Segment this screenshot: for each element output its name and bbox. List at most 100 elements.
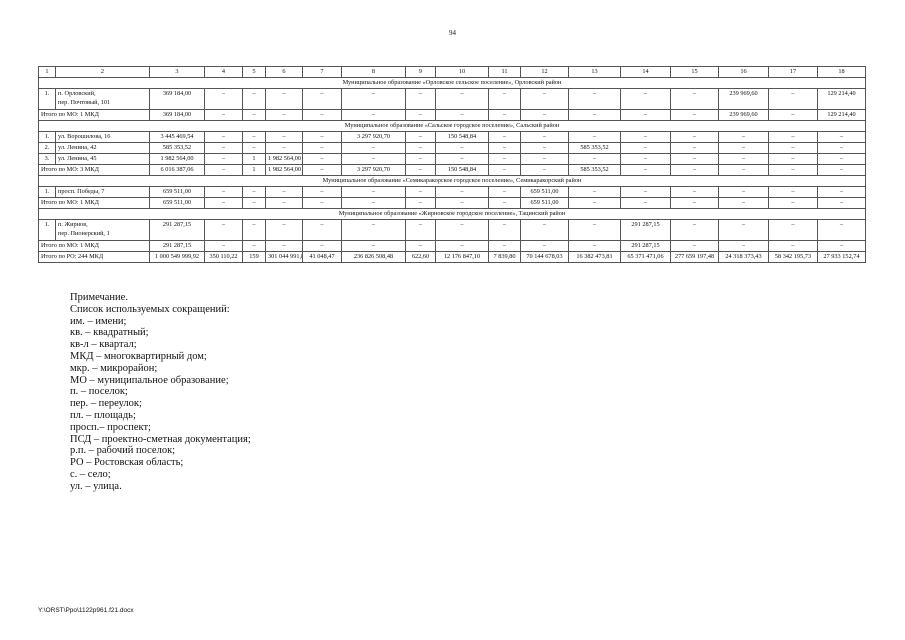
table-cell: – bbox=[242, 109, 266, 121]
table-cell: 2. bbox=[38, 142, 56, 154]
table-cell: – bbox=[768, 186, 818, 198]
table-cell: – bbox=[620, 153, 671, 165]
table-cell: – bbox=[620, 186, 671, 198]
table-cell: – bbox=[435, 186, 489, 198]
table-cell: 159 bbox=[242, 251, 266, 263]
table-cell: – bbox=[768, 240, 818, 252]
table-cell: – bbox=[670, 153, 719, 165]
section-title-row: Муниципальное образование «Жирновское го… bbox=[38, 208, 866, 220]
table-cell: 13 bbox=[568, 66, 621, 78]
table-cell: – bbox=[405, 186, 436, 198]
note-line: РО – Ростовская область; bbox=[70, 457, 184, 469]
table-cell: 277 659 197,48 bbox=[670, 251, 719, 263]
note-line: им. – имени; bbox=[70, 315, 127, 327]
table-cell: – bbox=[302, 197, 342, 209]
table-cell: – bbox=[302, 142, 342, 154]
table-cell: 11 bbox=[488, 66, 521, 78]
table-cell: – bbox=[435, 142, 489, 154]
table-cell: – bbox=[488, 153, 521, 165]
table-cell: 7 bbox=[302, 66, 342, 78]
table-cell: – bbox=[670, 142, 719, 154]
table-cell: – bbox=[488, 197, 521, 209]
table-cell: – bbox=[242, 186, 266, 198]
table-cell: – bbox=[670, 197, 719, 209]
table-cell: – bbox=[405, 142, 436, 154]
table-row: 1. п. Жирнов, пер. Пионерский, 1 291 287,1… bbox=[38, 219, 866, 241]
table-cell: – bbox=[620, 142, 671, 154]
address-cell: ул. Ворошилова, 16 bbox=[55, 131, 150, 143]
table-cell: 150 548,84 bbox=[435, 164, 489, 176]
table-cell: 41 048,47 bbox=[302, 251, 342, 263]
address-cell: п. Жирнов, пер. Пионерский, 1 bbox=[55, 219, 150, 241]
table-cell: – bbox=[204, 142, 243, 154]
table-cell: – bbox=[520, 240, 569, 252]
table-cell: – bbox=[718, 186, 769, 198]
table-cell: – bbox=[817, 164, 866, 176]
table-cell: – bbox=[204, 186, 243, 198]
subtotal-label: Итого по МО: 1 МКД bbox=[38, 197, 150, 209]
table-cell: – bbox=[520, 142, 569, 154]
table-cell: 350 110,22 bbox=[204, 251, 243, 263]
table-cell: – bbox=[488, 142, 521, 154]
table-cell: 16 382 473,81 bbox=[568, 251, 621, 263]
table-cell: – bbox=[405, 197, 436, 209]
note-line: кв. – квадратный; bbox=[70, 327, 149, 339]
table-cell: 585 353,52 bbox=[568, 164, 621, 176]
table-cell: – bbox=[204, 240, 243, 252]
table-cell: – bbox=[718, 219, 769, 241]
table-cell: 24 318 373,43 bbox=[718, 251, 769, 263]
table-cell: – bbox=[817, 219, 866, 241]
table-cell: – bbox=[718, 240, 769, 252]
table-cell: – bbox=[242, 142, 266, 154]
table-cell: 129 214,40 bbox=[817, 109, 866, 121]
table-cell: – bbox=[768, 153, 818, 165]
table-cell: 3 445 469,54 bbox=[149, 131, 205, 143]
note-line: ул. – улица. bbox=[70, 480, 122, 492]
note-line: р.п. – рабочий поселок; bbox=[70, 445, 176, 457]
section-title-row: Муниципальное образование «Сальское горо… bbox=[38, 120, 866, 132]
subtotal-row: Итого по МО: 1 МКД 659 511,00– – – – – – – –659 … bbox=[38, 197, 866, 209]
table-cell: – bbox=[302, 164, 342, 176]
table-cell: 236 826 508,48 bbox=[341, 251, 406, 263]
table-cell: – bbox=[265, 186, 303, 198]
subtotal-label: Итого по МО: 1 МКД bbox=[38, 240, 150, 252]
table-cell: 3. bbox=[38, 153, 56, 165]
table-cell: 3 297 920,70 bbox=[341, 131, 406, 143]
page-number: 94 bbox=[449, 29, 456, 37]
table-cell: – bbox=[302, 109, 342, 121]
table-cell: 291 287,15 bbox=[149, 219, 205, 241]
table-cell: 27 933 152,74 bbox=[817, 251, 866, 263]
table-cell: – bbox=[204, 219, 243, 241]
table-cell: 301 044 991,84 bbox=[265, 251, 303, 263]
table-cell: – bbox=[520, 153, 569, 165]
table-cell: – bbox=[242, 88, 266, 110]
table-cell: – bbox=[568, 109, 621, 121]
table-cell: – bbox=[488, 88, 521, 110]
table-cell: – bbox=[817, 142, 866, 154]
file-path-footer: Y:\ORST\Ppo\1122p961.f21.docx bbox=[38, 607, 134, 614]
table-cell: 16 bbox=[718, 66, 769, 78]
table-cell: – bbox=[341, 186, 406, 198]
table-cell: – bbox=[620, 109, 671, 121]
table-cell: 369 184,00 bbox=[149, 88, 205, 110]
table-cell: 1. bbox=[38, 88, 56, 110]
table-cell: – bbox=[302, 240, 342, 252]
subtotal-row: Итого по МО: 1 МКД 369 184,00– – – – – – – – – – – –… bbox=[38, 109, 866, 121]
table-cell: – bbox=[620, 131, 671, 143]
table-cell: 12 176 847,10 bbox=[435, 251, 489, 263]
table-row: 1. п. Орловский, пер. Почтовый, 101 369 18… bbox=[38, 88, 866, 110]
table-cell: – bbox=[768, 131, 818, 143]
table-cell: – bbox=[568, 219, 621, 241]
address-cell: просп. Победы, 7 bbox=[55, 186, 150, 198]
table-cell: 8 bbox=[341, 66, 406, 78]
table-cell: – bbox=[520, 109, 569, 121]
table-cell: – bbox=[341, 197, 406, 209]
table-cell: – bbox=[768, 109, 818, 121]
note-line: с. – село; bbox=[70, 468, 111, 480]
table-cell: – bbox=[817, 240, 866, 252]
table-row: 3. ул. Ленина, 45 1 982 564,00–1 1 982 564,… bbox=[38, 153, 866, 165]
table-cell: – bbox=[817, 197, 866, 209]
table-cell: – bbox=[435, 109, 489, 121]
table-cell: – bbox=[242, 131, 266, 143]
table-cell: – bbox=[204, 153, 243, 165]
